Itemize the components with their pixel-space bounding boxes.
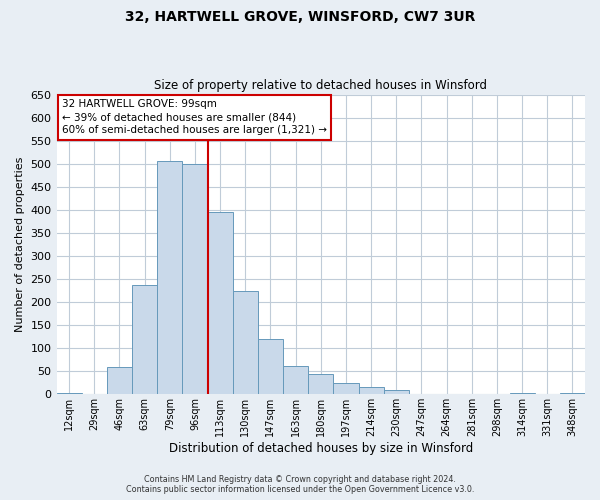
Text: Contains HM Land Registry data © Crown copyright and database right 2024.: Contains HM Land Registry data © Crown c… [144, 476, 456, 484]
Bar [233, 290, 258, 395]
X-axis label: Distribution of detached houses by size in Winsford: Distribution of detached houses by size … [169, 442, 473, 455]
Bar [308, 374, 334, 394]
Bar [560, 393, 585, 394]
Bar [107, 366, 132, 394]
Bar [132, 284, 157, 395]
Text: 32 HARTWELL GROVE: 99sqm
← 39% of detached houses are smaller (844)
60% of semi-: 32 HARTWELL GROVE: 99sqm ← 39% of detach… [62, 99, 327, 136]
Bar [509, 393, 535, 394]
Bar [208, 212, 233, 394]
Bar [258, 339, 283, 394]
Bar [334, 383, 359, 394]
Bar [359, 388, 383, 394]
Title: Size of property relative to detached houses in Winsford: Size of property relative to detached ho… [154, 79, 487, 92]
Bar [157, 162, 182, 394]
Y-axis label: Number of detached properties: Number of detached properties [15, 156, 25, 332]
Bar [182, 164, 208, 394]
Bar [283, 366, 308, 394]
Text: 32, HARTWELL GROVE, WINSFORD, CW7 3UR: 32, HARTWELL GROVE, WINSFORD, CW7 3UR [125, 10, 475, 24]
Text: Contains public sector information licensed under the Open Government Licence v3: Contains public sector information licen… [126, 486, 474, 494]
Bar [383, 390, 409, 394]
Bar [56, 393, 82, 394]
